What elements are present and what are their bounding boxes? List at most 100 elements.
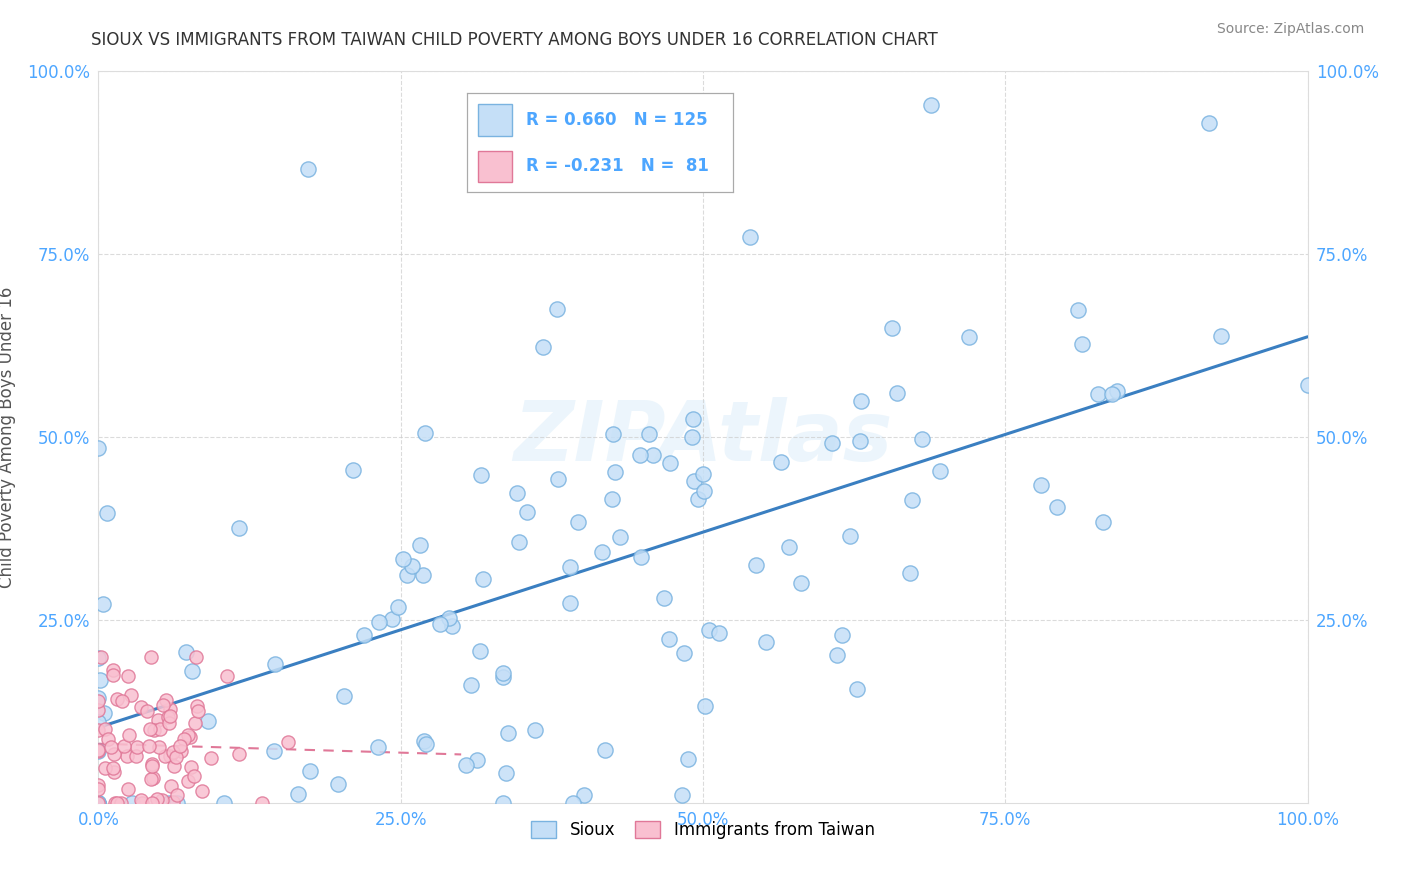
Point xyxy=(179,731,201,745)
Point xyxy=(567,516,589,530)
Point xyxy=(849,434,872,448)
Point xyxy=(693,483,716,498)
Point xyxy=(688,491,710,506)
Point xyxy=(177,773,200,788)
Legend: Sioux, Immigrants from Taiwan: Sioux, Immigrants from Taiwan xyxy=(524,814,882,846)
Point xyxy=(125,740,148,755)
Point xyxy=(103,765,125,780)
Point xyxy=(506,486,529,500)
Point xyxy=(1091,515,1114,529)
Point xyxy=(838,529,860,543)
Point xyxy=(180,760,202,774)
Point xyxy=(228,521,250,535)
Point xyxy=(353,628,375,642)
Point xyxy=(693,698,716,713)
Point xyxy=(413,425,436,440)
Point xyxy=(129,700,152,714)
Point xyxy=(495,765,517,780)
Point xyxy=(572,789,595,803)
Point xyxy=(87,715,110,730)
Point xyxy=(395,568,418,582)
Point xyxy=(492,796,515,810)
Point xyxy=(1031,478,1053,492)
Point xyxy=(87,743,110,757)
Point xyxy=(472,572,495,586)
Point xyxy=(609,531,631,545)
Point xyxy=(117,781,139,796)
Point xyxy=(148,722,170,736)
Point xyxy=(157,796,180,810)
Point xyxy=(652,591,675,605)
Point xyxy=(152,698,174,713)
Point xyxy=(429,616,451,631)
Point xyxy=(87,650,110,665)
Point xyxy=(156,710,179,724)
Point xyxy=(880,320,903,334)
Point xyxy=(508,535,530,549)
Point xyxy=(191,784,214,798)
Point xyxy=(516,505,538,519)
Point xyxy=(957,330,980,344)
Point xyxy=(101,663,124,677)
Point xyxy=(162,745,184,759)
Point xyxy=(439,611,461,625)
Point xyxy=(97,732,120,747)
Point xyxy=(212,796,235,810)
Point xyxy=(103,667,125,681)
Point xyxy=(468,643,491,657)
Point xyxy=(496,725,519,739)
Point xyxy=(929,464,952,478)
Point xyxy=(107,691,129,706)
Point xyxy=(531,340,554,354)
Point xyxy=(492,665,515,680)
Point xyxy=(159,748,181,763)
Point xyxy=(558,560,581,574)
Point xyxy=(697,623,720,637)
Point xyxy=(755,634,778,648)
Point xyxy=(367,740,389,755)
Point xyxy=(524,723,547,737)
Point xyxy=(165,750,187,764)
Point xyxy=(671,789,693,803)
Point xyxy=(391,552,413,566)
Point xyxy=(87,781,110,796)
Point xyxy=(769,455,792,469)
Point xyxy=(454,758,477,772)
Point xyxy=(602,426,624,441)
Point xyxy=(176,645,198,659)
Point xyxy=(637,426,659,441)
Point xyxy=(560,595,582,609)
Point xyxy=(169,743,191,757)
Point xyxy=(94,723,117,737)
Point xyxy=(159,709,181,723)
Point xyxy=(181,664,204,678)
Point xyxy=(692,467,714,481)
Point xyxy=(460,678,482,692)
Point xyxy=(547,472,569,486)
Point xyxy=(593,742,616,756)
Point xyxy=(1198,116,1220,130)
Point xyxy=(96,506,118,520)
Point xyxy=(87,796,110,810)
Point xyxy=(277,735,299,749)
Point xyxy=(157,715,180,730)
Point xyxy=(112,739,135,754)
Point xyxy=(186,699,208,714)
Text: ZIPAtlas: ZIPAtlas xyxy=(513,397,893,477)
Point xyxy=(387,600,409,615)
Point xyxy=(681,430,703,444)
Point xyxy=(825,648,848,662)
Point xyxy=(155,693,177,707)
Point xyxy=(87,796,110,810)
Point xyxy=(141,772,163,787)
Point xyxy=(162,795,184,809)
Point xyxy=(440,619,463,633)
Point xyxy=(215,669,238,683)
Point xyxy=(333,689,356,703)
Point xyxy=(100,739,122,754)
Point xyxy=(778,541,800,555)
Point xyxy=(87,441,110,455)
Point xyxy=(603,465,626,479)
Point xyxy=(401,559,423,574)
Point xyxy=(562,796,585,810)
